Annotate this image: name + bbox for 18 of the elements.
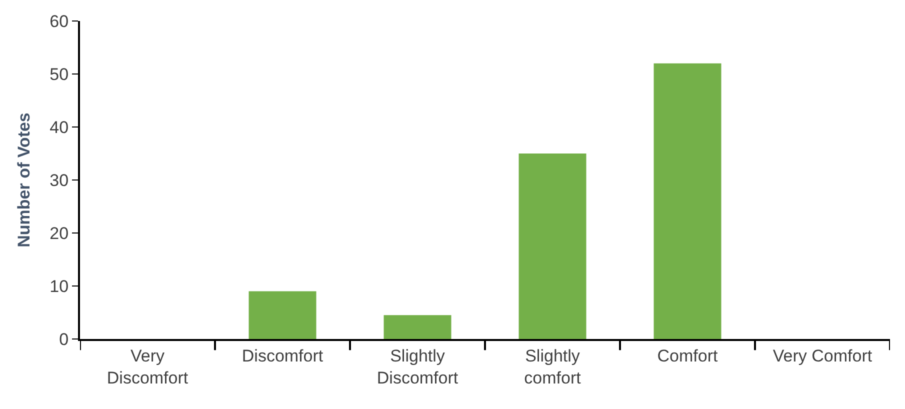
x-tick-label: Comfort	[657, 346, 718, 366]
y-tick-label: 40	[50, 118, 69, 137]
y-tick-label: 0	[59, 330, 69, 349]
y-tick-label: 50	[50, 64, 69, 84]
bar	[654, 63, 722, 339]
x-tick-label: Discomfort	[242, 346, 324, 366]
bar	[384, 315, 452, 339]
bar	[248, 291, 316, 339]
bar	[518, 154, 586, 339]
x-tick-label: Slightly comfort	[524, 346, 582, 388]
y-tick-label: 10	[50, 276, 69, 296]
y-axis-title: Number of Votes	[14, 112, 34, 248]
y-tick-label: 20	[50, 224, 69, 243]
x-tick-label: Slightly Discomfort	[376, 346, 458, 388]
x-tick-label: Very Comfort	[772, 346, 872, 366]
y-tick-label: 30	[50, 170, 69, 190]
y-tick-label: 60	[50, 12, 69, 31]
x-tick-label: Very Discomfort	[106, 346, 188, 388]
